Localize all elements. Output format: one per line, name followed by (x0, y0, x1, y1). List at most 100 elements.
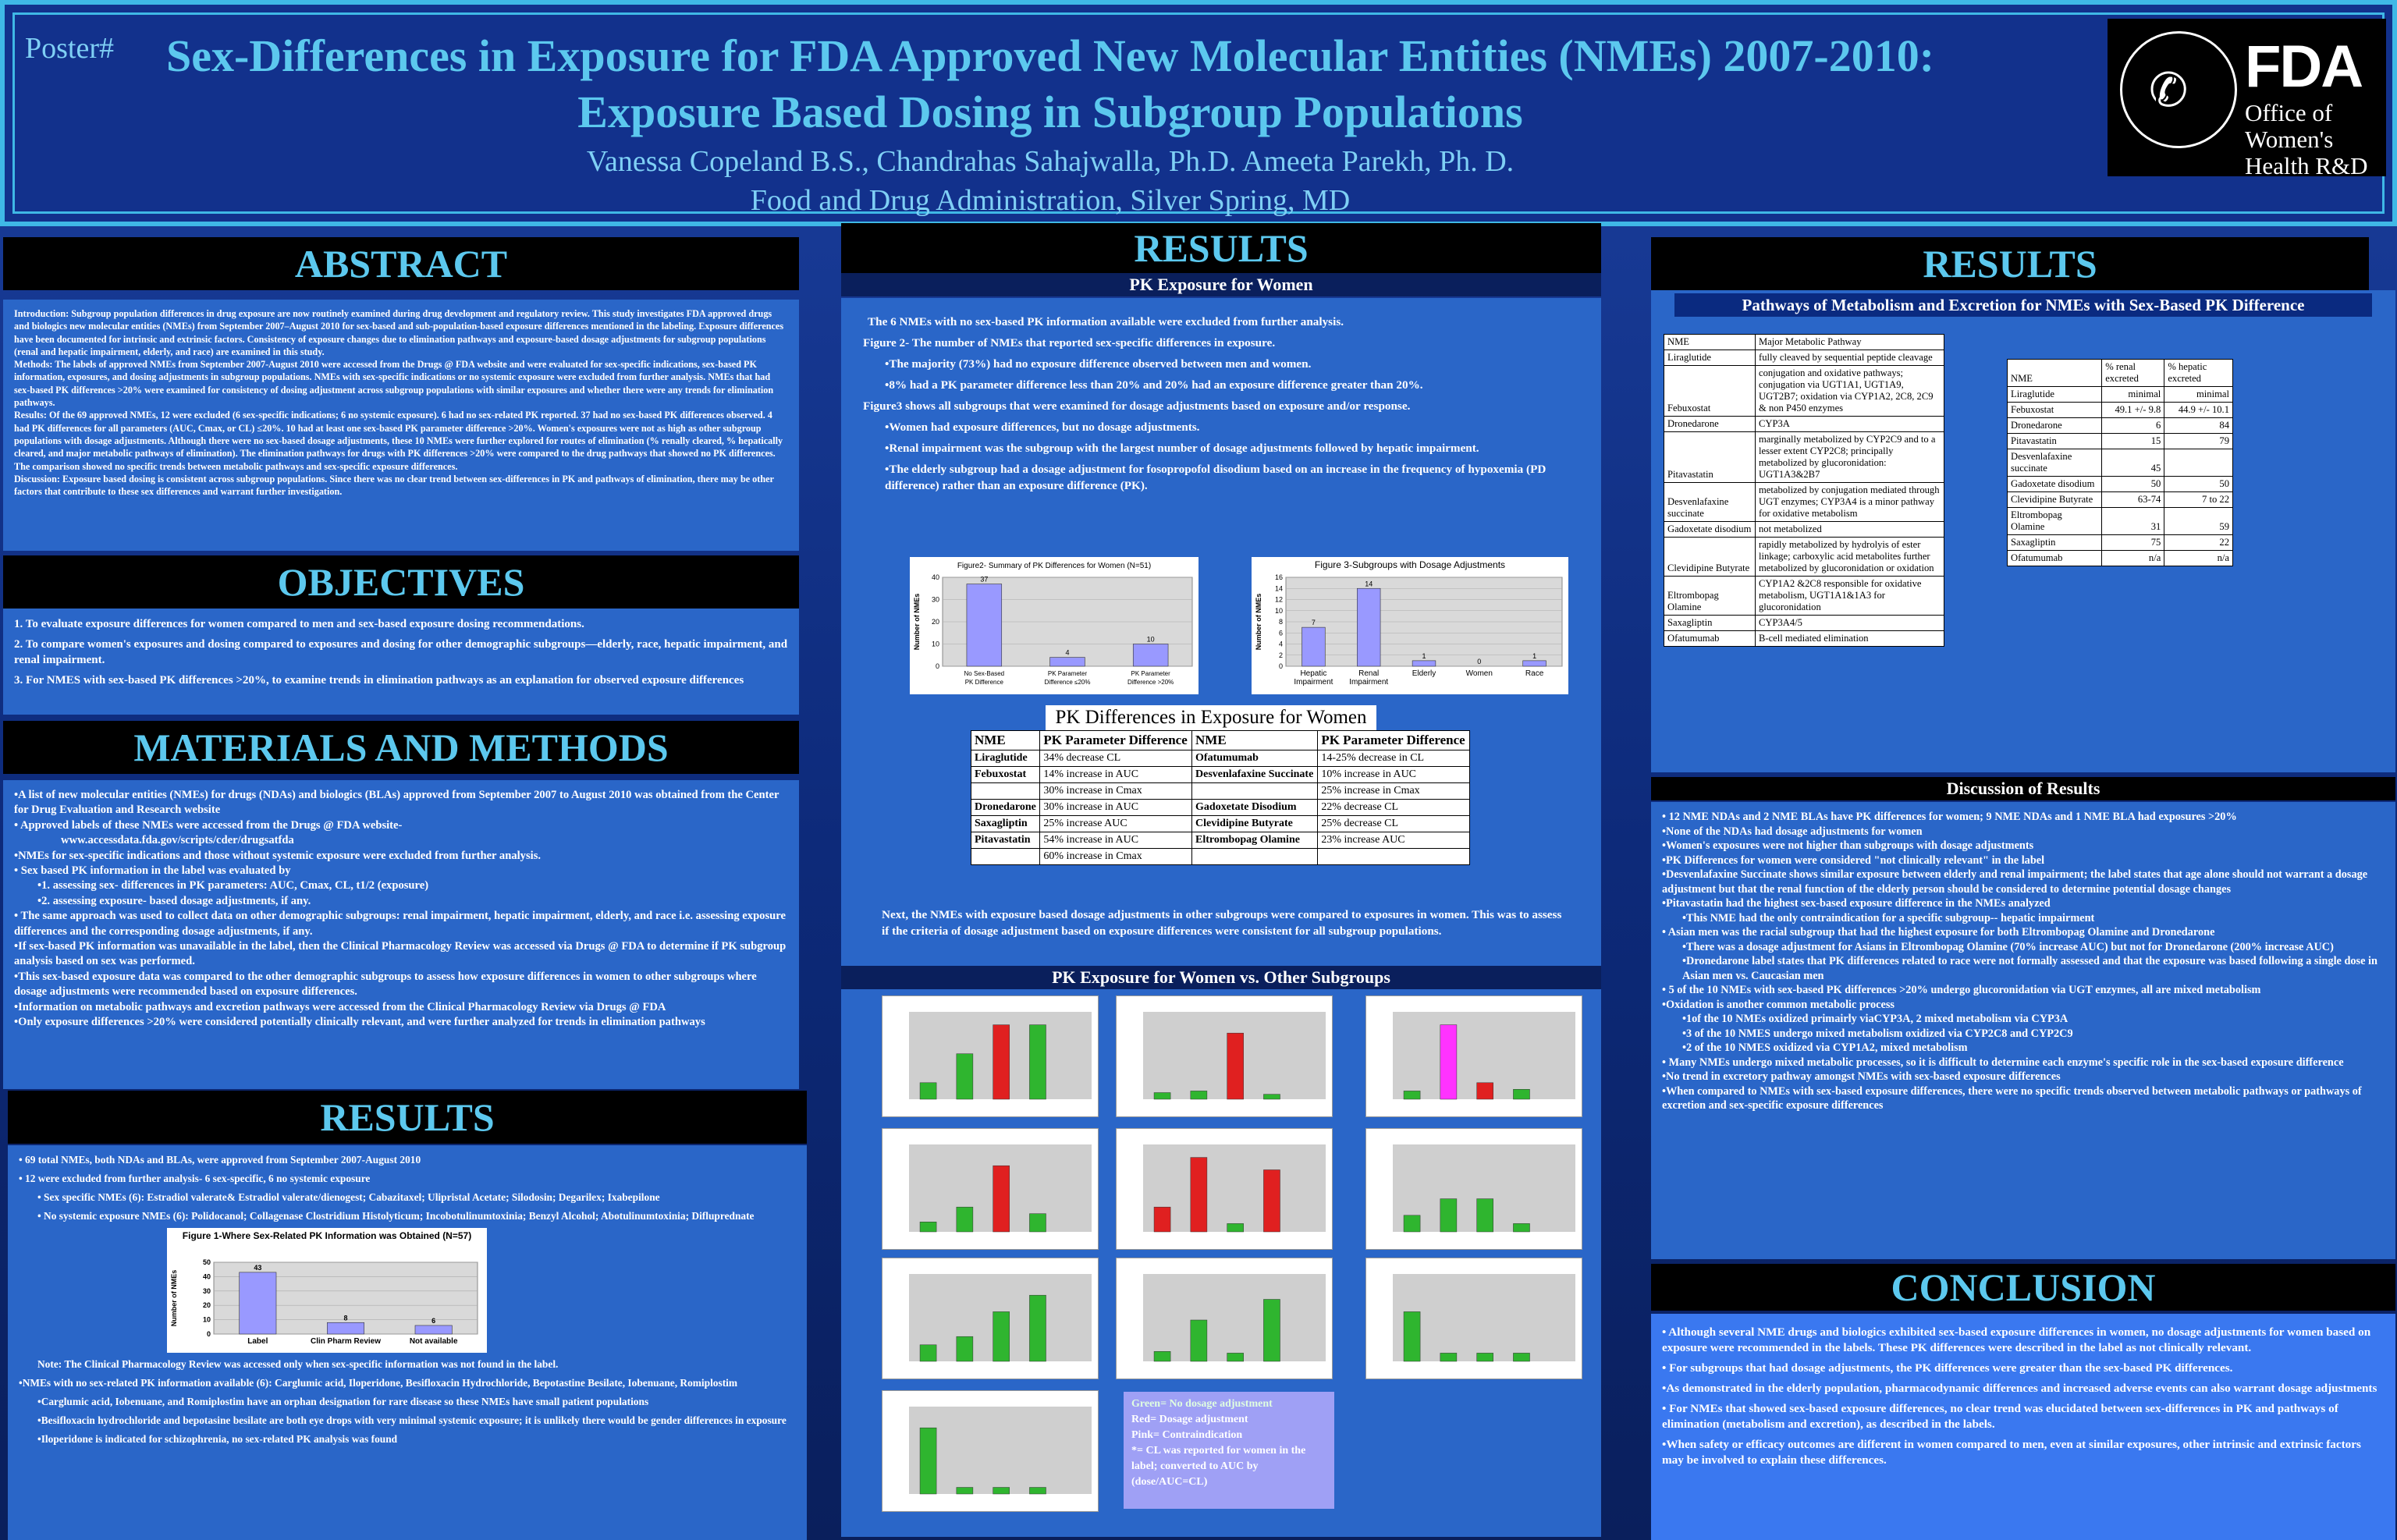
subgroup-mini-chart (882, 1258, 1099, 1379)
mini-bar (1153, 1351, 1171, 1362)
methods-panel: •A list of new molecular entities (NMEs)… (3, 780, 799, 1089)
methods-url: www.accessdata.fda.gov/scripts/cder/drug… (61, 834, 294, 847)
bar (966, 584, 1003, 667)
logo-fda-text: FDA (2245, 34, 2363, 100)
table-header: NME (1191, 730, 1319, 750)
authors-block: Vanessa Copeland B.S., Chandrahas Sahajw… (67, 142, 2033, 220)
table-row: Gadoxetate disodium not metabolized (1664, 521, 1944, 538)
objective-item: 2. To compare women's exposures and dosi… (14, 638, 788, 666)
table-cell: 14-25% decrease in CL (1317, 750, 1470, 767)
x-tick-label: Difference >20% (1127, 679, 1174, 686)
result-subitem: • Sex specific NMEs (6): Estradiol valer… (37, 1191, 660, 1203)
result-subitem: •Carglumic acid, Iobenuane, and Romiplos… (37, 1396, 649, 1407)
objectives-heading: OBJECTIVES (3, 555, 799, 609)
mini-bar (1263, 1299, 1280, 1362)
table-cell: 30% increase in AUC (1039, 799, 1193, 816)
data-label: 10 (1147, 636, 1155, 644)
abstract-panel: Introduction: Subgroup population differ… (3, 300, 799, 551)
methods-item: •Information on metabolic pathways and e… (14, 1000, 666, 1013)
pk-exposure-women-heading: PK Exposure for Women (841, 273, 1601, 296)
table-cell: 79 (2164, 433, 2233, 449)
conclusion-item: •When safety or efficacy outcomes are di… (1662, 1438, 2361, 1467)
table-header: % hepatic excreted (2164, 359, 2233, 387)
methods-item: • The same approach was used to collect … (14, 910, 786, 938)
table-cell: n/a (2101, 550, 2165, 566)
results-left-heading: RESULTS (8, 1091, 807, 1144)
methods-item: •If sex-based PK information was unavail… (14, 940, 787, 968)
logo-office-text: Office of Women's Health R&D (2245, 100, 2368, 179)
results-mid-heading: RESULTS (841, 223, 1601, 273)
bar (1049, 657, 1085, 667)
table-cell: conjugation and oxidative pathways; conj… (1755, 365, 1944, 417)
chart-title: Figure 3-Subgroups with Dosage Adjustmen… (1315, 559, 1505, 570)
table-cell: 25% decrease CL (1317, 815, 1470, 832)
table-cell: Clevidipine Butyrate (2006, 491, 2103, 508)
y-tick-label: 14 (1275, 584, 1283, 592)
discussion-item: •1of the 10 NMEs oxidized primairly viaC… (1682, 1013, 2069, 1025)
table-cell: Eltrombopag Olamine (1191, 832, 1319, 849)
table-cell (2164, 449, 2233, 477)
note-text: Note: The Clinical Pharmacology Review w… (37, 1358, 559, 1370)
objective-item: 1. To evaluate exposure differences for … (14, 618, 584, 630)
discussion-item: •When compared to NMEs with sex-based ex… (1662, 1084, 2362, 1112)
table-cell: 30% increase in Cmax (1039, 782, 1193, 800)
methods-heading: MATERIALS AND METHODS (3, 721, 799, 774)
results-right-heading: RESULTS (1651, 237, 2369, 290)
discussion-item: • Many NMEs undergo mixed metabolic proc… (1662, 1056, 2344, 1069)
y-tick-label: 40 (203, 1272, 211, 1280)
mini-bar (1190, 1319, 1208, 1362)
table-cell: rapidly metabolized by hydrolyis of este… (1755, 537, 1944, 577)
table-cell: 50 (2101, 476, 2165, 492)
legend-note: *= CL was reported for women in the labe… (1131, 1445, 1306, 1488)
y-tick-label: 40 (932, 573, 939, 581)
mini-bar (1029, 1024, 1046, 1100)
mini-bar (956, 1206, 974, 1233)
figure-2-chart: Figure2- Summary of PK Differences for W… (910, 557, 1198, 694)
bar (1301, 626, 1326, 667)
bar (1412, 660, 1436, 667)
mid-bullet: •8% had a PK parameter difference less t… (885, 378, 1423, 392)
table-cell: Ofatumumab (1664, 630, 1756, 647)
mini-bar (1029, 1487, 1046, 1495)
discussion-item: •There was a dosage adjustment for Asian… (1682, 940, 2334, 953)
table-cell: Dronedarone (1664, 416, 1756, 432)
methods-item: •A list of new molecular entities (NMEs)… (14, 789, 779, 817)
result-item: • 69 total NMEs, both NDAs and BLAs, wer… (19, 1154, 421, 1166)
discussion-item: •None of the NDAs had dosage adjustments… (1662, 825, 1923, 838)
mini-bar (1263, 1169, 1280, 1233)
discussion-item: •No trend in excretory pathway amongst N… (1662, 1070, 2061, 1083)
subgroup-mini-chart (1116, 995, 1333, 1117)
mini-bar (1476, 1353, 1493, 1362)
table-header: PK Parameter Difference (1039, 730, 1193, 750)
affiliation: Food and Drug Administration, Silver Spr… (750, 184, 1351, 217)
pathway-table-wrap: NME Major Metabolic Pathway Liraglutide ful… (1664, 334, 1944, 647)
mini-bar (1153, 1092, 1171, 1100)
table-row: Eltrombopag Olamine 31 59 (2006, 507, 2233, 535)
mini-bar (1403, 1091, 1421, 1100)
y-tick-label: 10 (932, 640, 939, 648)
mid-bullet: •Renal impairment was the subgroup with … (885, 442, 1479, 455)
table-cell: 84 (2164, 417, 2233, 434)
y-axis-label: Number of NMEs (170, 1270, 178, 1327)
y-tick-label: 10 (203, 1316, 211, 1324)
mini-chart-svg (1393, 1012, 1575, 1100)
table-row: Eltrombopag Olamine CYP1A2 &2C8 responsib… (1664, 576, 1944, 616)
table-row: Pitavastatin 54% increase in AUC Eltrombop… (970, 832, 1470, 849)
data-label: 1 (1532, 652, 1536, 660)
table-cell: Desvenlafaxine succinate (2006, 449, 2103, 477)
mini-plot-area (1393, 1274, 1575, 1361)
discussion-item: •Pitavastatin had the highest sex-based … (1662, 897, 2051, 910)
subgroup-mini-chart (882, 1390, 1099, 1512)
y-tick-label: 0 (207, 1330, 211, 1338)
subgroup-charts-panel: Green= No dosage adjustment Red= Dosage … (841, 989, 1601, 1537)
pk-diff-table-wrap: NME PK Parameter Difference NME PK Paramete… (970, 730, 1470, 865)
table-row: Pitavastatin 15 79 (2006, 433, 2233, 449)
subgroup-mini-chart (1365, 1258, 1582, 1379)
conclusion-item: •As demonstrated in the elderly populati… (1662, 1382, 2377, 1395)
x-tick-label: Clin Pharm Review (311, 1337, 381, 1346)
mini-bar (1513, 1089, 1530, 1100)
abstract-methods: Methods: The labels of approved NMEs fro… (14, 359, 774, 409)
discussion-item: • Asian men was the racial subgroup that… (1662, 926, 2215, 939)
x-tick-label: Women (1466, 669, 1493, 678)
figure-2-svg: Figure2- Summary of PK Differences for W… (913, 562, 1193, 686)
